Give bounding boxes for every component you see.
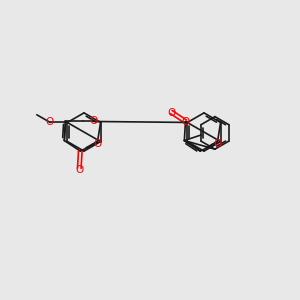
Text: O: O bbox=[46, 117, 54, 128]
Text: O: O bbox=[89, 116, 97, 127]
Text: O: O bbox=[213, 139, 221, 149]
Text: O: O bbox=[182, 117, 190, 128]
Text: O: O bbox=[167, 109, 175, 118]
Text: O: O bbox=[93, 139, 101, 149]
Text: O: O bbox=[75, 165, 83, 175]
